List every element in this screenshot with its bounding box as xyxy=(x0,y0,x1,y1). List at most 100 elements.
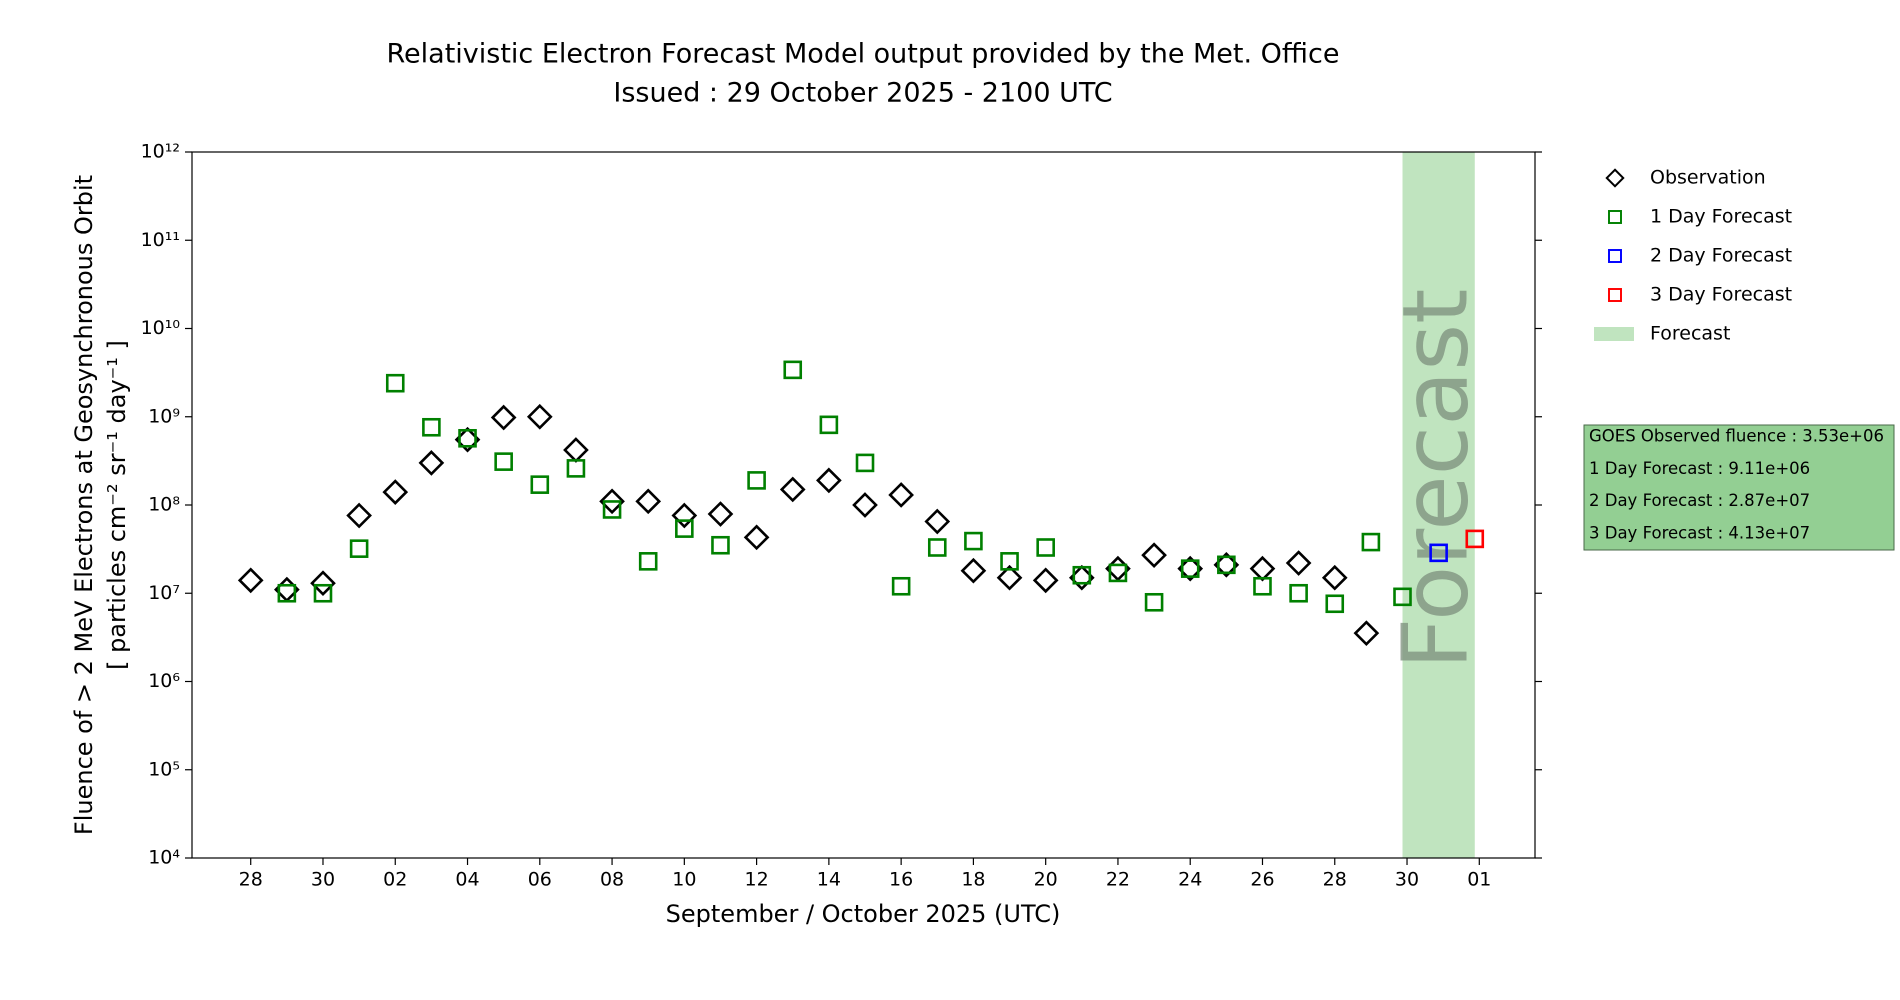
info-box xyxy=(1583,424,1895,551)
data-point xyxy=(1072,565,1092,585)
legend-label: 1 Day Forecast xyxy=(1650,206,1792,228)
y-tick-label: 10⁶ xyxy=(148,670,180,692)
data-point xyxy=(675,519,694,538)
data-point xyxy=(310,570,336,597)
y-tick-label: 10⁴ xyxy=(148,847,180,869)
data-point xyxy=(1249,555,1276,582)
data-point xyxy=(852,492,878,518)
x-tick-label: 18 xyxy=(961,869,985,891)
x-tick-label: 30 xyxy=(1395,869,1419,891)
data-point xyxy=(707,501,734,527)
info-line: 1 Day Forecast : 9.11e+06 xyxy=(1589,459,1810,478)
x-tick-label: 28 xyxy=(1323,869,1347,891)
y-tick-label: 10⁹ xyxy=(148,405,180,427)
legend-marker xyxy=(1608,210,1622,224)
data-point xyxy=(964,531,983,551)
y-tick-label: 10¹¹ xyxy=(141,229,180,251)
legend-label: 2 Day Forecast xyxy=(1650,245,1792,267)
chart-title: Relativistic Electron Forecast Model out… xyxy=(387,39,1340,70)
data-point xyxy=(526,403,553,430)
chart-subtitle: Issued : 29 October 2025 - 2100 UTC xyxy=(613,78,1112,109)
data-point xyxy=(422,417,441,437)
x-axis-label: September / October 2025 (UTC) xyxy=(666,900,1061,928)
data-point xyxy=(458,428,477,448)
x-tick-label: 28 xyxy=(239,869,263,891)
x-tick-label: 06 xyxy=(528,869,552,891)
x-tick-label: 16 xyxy=(889,869,913,891)
data-point xyxy=(1353,620,1380,646)
data-point xyxy=(1000,552,1019,571)
x-tick-label: 22 xyxy=(1106,869,1130,891)
data-point xyxy=(237,567,264,594)
x-tick-label: 24 xyxy=(1178,869,1202,891)
data-point xyxy=(382,479,409,505)
data-point xyxy=(924,508,951,535)
data-point xyxy=(313,583,333,603)
data-point xyxy=(747,471,766,490)
y-tick-label: 10⁵ xyxy=(148,758,180,780)
legend-marker xyxy=(1608,288,1622,302)
data-point xyxy=(779,476,806,503)
data-point xyxy=(671,502,698,529)
x-tick-label: 14 xyxy=(817,869,841,891)
data-point xyxy=(638,552,658,571)
data-point xyxy=(1108,563,1128,583)
data-point xyxy=(277,583,297,603)
data-point xyxy=(960,557,987,584)
data-point xyxy=(530,475,550,494)
data-point xyxy=(494,452,513,471)
info-line: 3 Day Forecast : 4.13e+07 xyxy=(1589,523,1810,542)
forecast-watermark: Forecast xyxy=(1384,289,1489,670)
data-point xyxy=(346,502,372,529)
x-tick-label: 08 xyxy=(600,869,624,891)
legend-label: 3 Day Forecast xyxy=(1650,284,1792,306)
legend-marker xyxy=(1608,249,1622,263)
y-axis-label: [ particles cm⁻² sr⁻¹ day⁻¹ ] xyxy=(103,340,131,670)
data-point xyxy=(1180,559,1200,578)
data-point xyxy=(1141,542,1167,569)
info-line: GOES Observed fluence : 3.53e+06 xyxy=(1589,427,1884,446)
data-point xyxy=(711,535,730,555)
data-point xyxy=(1144,592,1164,612)
legend-label: Observation xyxy=(1650,167,1766,189)
data-point xyxy=(1325,594,1345,614)
data-point xyxy=(1393,587,1412,607)
data-point xyxy=(888,482,914,508)
data-point xyxy=(566,459,586,478)
data-point xyxy=(1321,564,1348,591)
data-point xyxy=(891,576,911,596)
data-point xyxy=(385,373,405,393)
data-point xyxy=(1429,543,1448,563)
data-point xyxy=(927,538,947,557)
data-point xyxy=(816,467,842,494)
data-point xyxy=(563,437,589,463)
y-tick-label: 10¹² xyxy=(141,141,180,163)
data-point xyxy=(783,360,803,380)
plot-frame xyxy=(191,151,1536,859)
data-point xyxy=(1289,583,1308,603)
data-point xyxy=(418,450,445,476)
x-tick-label: 10 xyxy=(672,869,696,891)
x-tick-label: 12 xyxy=(745,869,769,891)
data-point xyxy=(1217,555,1236,575)
data-point xyxy=(743,524,770,551)
data-point xyxy=(1253,576,1272,596)
legend-marker xyxy=(1605,168,1625,188)
data-point xyxy=(1032,567,1059,594)
y-tick-label: 10¹⁰ xyxy=(141,317,180,339)
data-point xyxy=(819,415,839,435)
x-tick-label: 30 xyxy=(311,869,335,891)
x-tick-label: 02 xyxy=(383,869,407,891)
x-tick-label: 20 xyxy=(1034,869,1058,891)
info-line: 2 Day Forecast : 2.87e+07 xyxy=(1589,491,1810,510)
data-point xyxy=(635,488,662,515)
x-tick-label: 01 xyxy=(1467,869,1491,891)
x-tick-label: 04 xyxy=(455,869,479,891)
data-point xyxy=(602,500,622,519)
y-tick-label: 10⁸ xyxy=(148,494,180,516)
y-axis-label: Fluence of > 2 MeV Electrons at Geosynch… xyxy=(70,175,98,835)
data-point xyxy=(599,488,625,515)
forecast-region xyxy=(1402,152,1475,858)
